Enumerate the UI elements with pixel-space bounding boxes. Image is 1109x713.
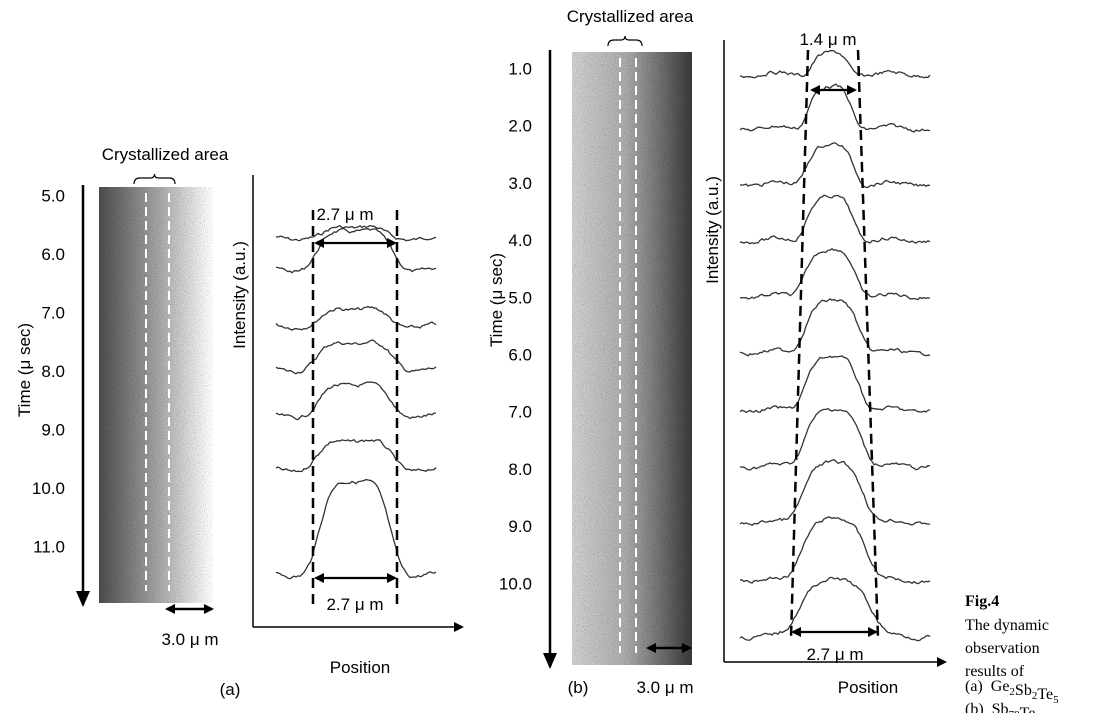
intensity-trace <box>275 339 437 375</box>
formula-subscript: 78 <box>1009 709 1021 713</box>
caption-line: results of <box>965 663 1025 680</box>
crystallized-label: Crystallized area <box>567 7 694 26</box>
time-label: 6.0 <box>41 245 65 264</box>
time-label: 7.0 <box>41 303 65 322</box>
brace <box>607 35 643 47</box>
intensity-trace <box>739 298 930 357</box>
intensity-trace <box>275 227 437 274</box>
time-label: 8.0 <box>41 362 65 381</box>
time-label: 4.0 <box>508 231 532 250</box>
time-axis-label: Time (μ sec) <box>15 323 34 417</box>
width-label: 2.7 μ m <box>326 595 383 614</box>
formula-subscript: 2 <box>1009 686 1015 698</box>
intensity-trace <box>275 438 437 473</box>
intensity-label: Intensity (a.u.) <box>703 176 722 284</box>
intensity-trace <box>739 407 931 471</box>
time-label: 5.0 <box>508 288 532 307</box>
intensity-trace <box>739 142 931 189</box>
time-label: 3.0 <box>508 174 532 193</box>
caption-title: Fig.4 <box>965 593 999 610</box>
formula-element: Ge <box>991 678 1010 695</box>
time-label: 10.0 <box>32 479 65 498</box>
panel-label: (a) <box>220 680 241 699</box>
time-axis-label: Time (μ sec) <box>487 253 506 347</box>
formula-subscript: 2 <box>1032 690 1038 702</box>
time-label: 7.0 <box>508 403 532 422</box>
formula-element: Te <box>1020 705 1036 713</box>
formula-element: Sb <box>1015 682 1032 699</box>
intensity-trace <box>275 478 437 580</box>
intensity-trace <box>275 305 437 331</box>
intensity-trace <box>739 83 931 133</box>
position-label: Position <box>330 658 390 677</box>
caption-line: observation <box>965 640 1040 657</box>
intensity-trace <box>739 49 931 79</box>
intensity-trace <box>275 224 437 242</box>
formula-element: Sb <box>992 701 1009 713</box>
time-label: 2.0 <box>508 117 532 136</box>
scale-label: 3.0 μ m <box>636 678 693 697</box>
time-label: 9.0 <box>41 420 65 439</box>
brace <box>133 173 176 185</box>
intensity-trace <box>275 381 436 421</box>
intensity-trace <box>739 248 931 301</box>
width-guide <box>856 49 880 639</box>
intensity-label: Intensity (a.u.) <box>230 241 249 349</box>
formula-element: Te <box>1037 686 1053 703</box>
caption-marker: (b) <box>965 701 984 713</box>
position-label: Position <box>838 678 898 697</box>
caption: Fig.4 The dynamic observation results of(a)… <box>965 593 1059 713</box>
scale-label: 3.0 μ m <box>161 630 218 649</box>
intensity-trace <box>739 458 930 527</box>
width-guide <box>789 49 810 639</box>
time-label: 6.0 <box>508 345 532 364</box>
formula-subscript: 5 <box>1053 694 1059 706</box>
intensity-trace <box>739 516 931 585</box>
time-label: 5.0 <box>41 186 65 205</box>
time-label: 11.0 <box>33 537 65 556</box>
intensity-trace <box>739 355 931 414</box>
caption-line: The dynamic <box>965 617 1049 634</box>
time-label: 9.0 <box>508 517 532 536</box>
observation-image <box>99 187 213 603</box>
time-label: 8.0 <box>508 460 532 479</box>
time-label: 10.0 <box>499 574 532 593</box>
time-label: 1.0 <box>508 59 532 78</box>
width-label: 1.4 μ m <box>799 30 856 49</box>
caption-item: (b)Sb78Te22 <box>965 701 1046 713</box>
intensity-trace <box>739 194 931 245</box>
crystallized-label: Crystallized area <box>102 145 229 164</box>
panel-label: (b) <box>568 678 589 697</box>
intensity-trace <box>739 576 931 642</box>
width-label: 2.7 μ m <box>316 205 373 224</box>
observation-image <box>572 52 692 665</box>
caption-marker: (a) <box>965 678 983 695</box>
width-label: 2.7 μ m <box>806 645 863 664</box>
caption-item: (a) Ge2Sb2Te5 <box>965 678 1059 706</box>
